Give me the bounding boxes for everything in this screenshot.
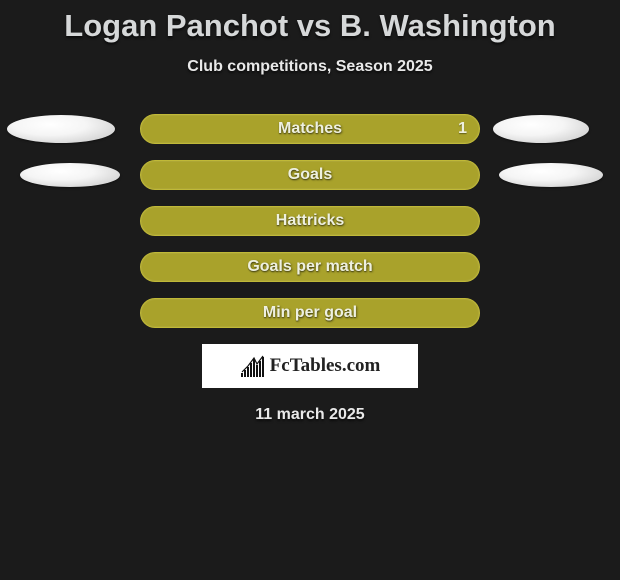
stat-bar: Matches 1	[140, 114, 480, 144]
stat-label: Hattricks	[276, 212, 344, 230]
stat-bar: Goals per match	[140, 252, 480, 282]
stat-bar: Min per goal	[140, 298, 480, 328]
stat-label: Goals	[288, 166, 332, 184]
page-title: Logan Panchot vs B. Washington	[0, 0, 620, 44]
date-text: 11 march 2025	[0, 406, 620, 424]
left-value-ellipse	[20, 163, 120, 187]
stat-label: Goals per match	[247, 258, 372, 276]
logo-box: FcTables.com	[202, 344, 418, 388]
stat-label: Min per goal	[263, 304, 357, 322]
stat-row: Matches 1	[0, 114, 620, 144]
barchart-icon	[240, 355, 266, 377]
stat-bar: Goals	[140, 160, 480, 190]
stat-label: Matches	[278, 120, 342, 138]
left-value-ellipse	[7, 115, 115, 143]
logo-text: FcTables.com	[270, 355, 381, 377]
right-value-ellipse	[499, 163, 603, 187]
stat-value-right: 1	[458, 120, 467, 138]
stat-row: Goals	[0, 160, 620, 190]
stat-row: Goals per match	[0, 252, 620, 282]
right-value-ellipse	[493, 115, 589, 143]
stat-bar: Hattricks	[140, 206, 480, 236]
stat-row: Min per goal	[0, 298, 620, 328]
stat-row: Hattricks	[0, 206, 620, 236]
stat-rows: Matches 1 Goals Hattricks Goals per match Min…	[0, 114, 620, 328]
subtitle: Club competitions, Season 2025	[0, 58, 620, 76]
